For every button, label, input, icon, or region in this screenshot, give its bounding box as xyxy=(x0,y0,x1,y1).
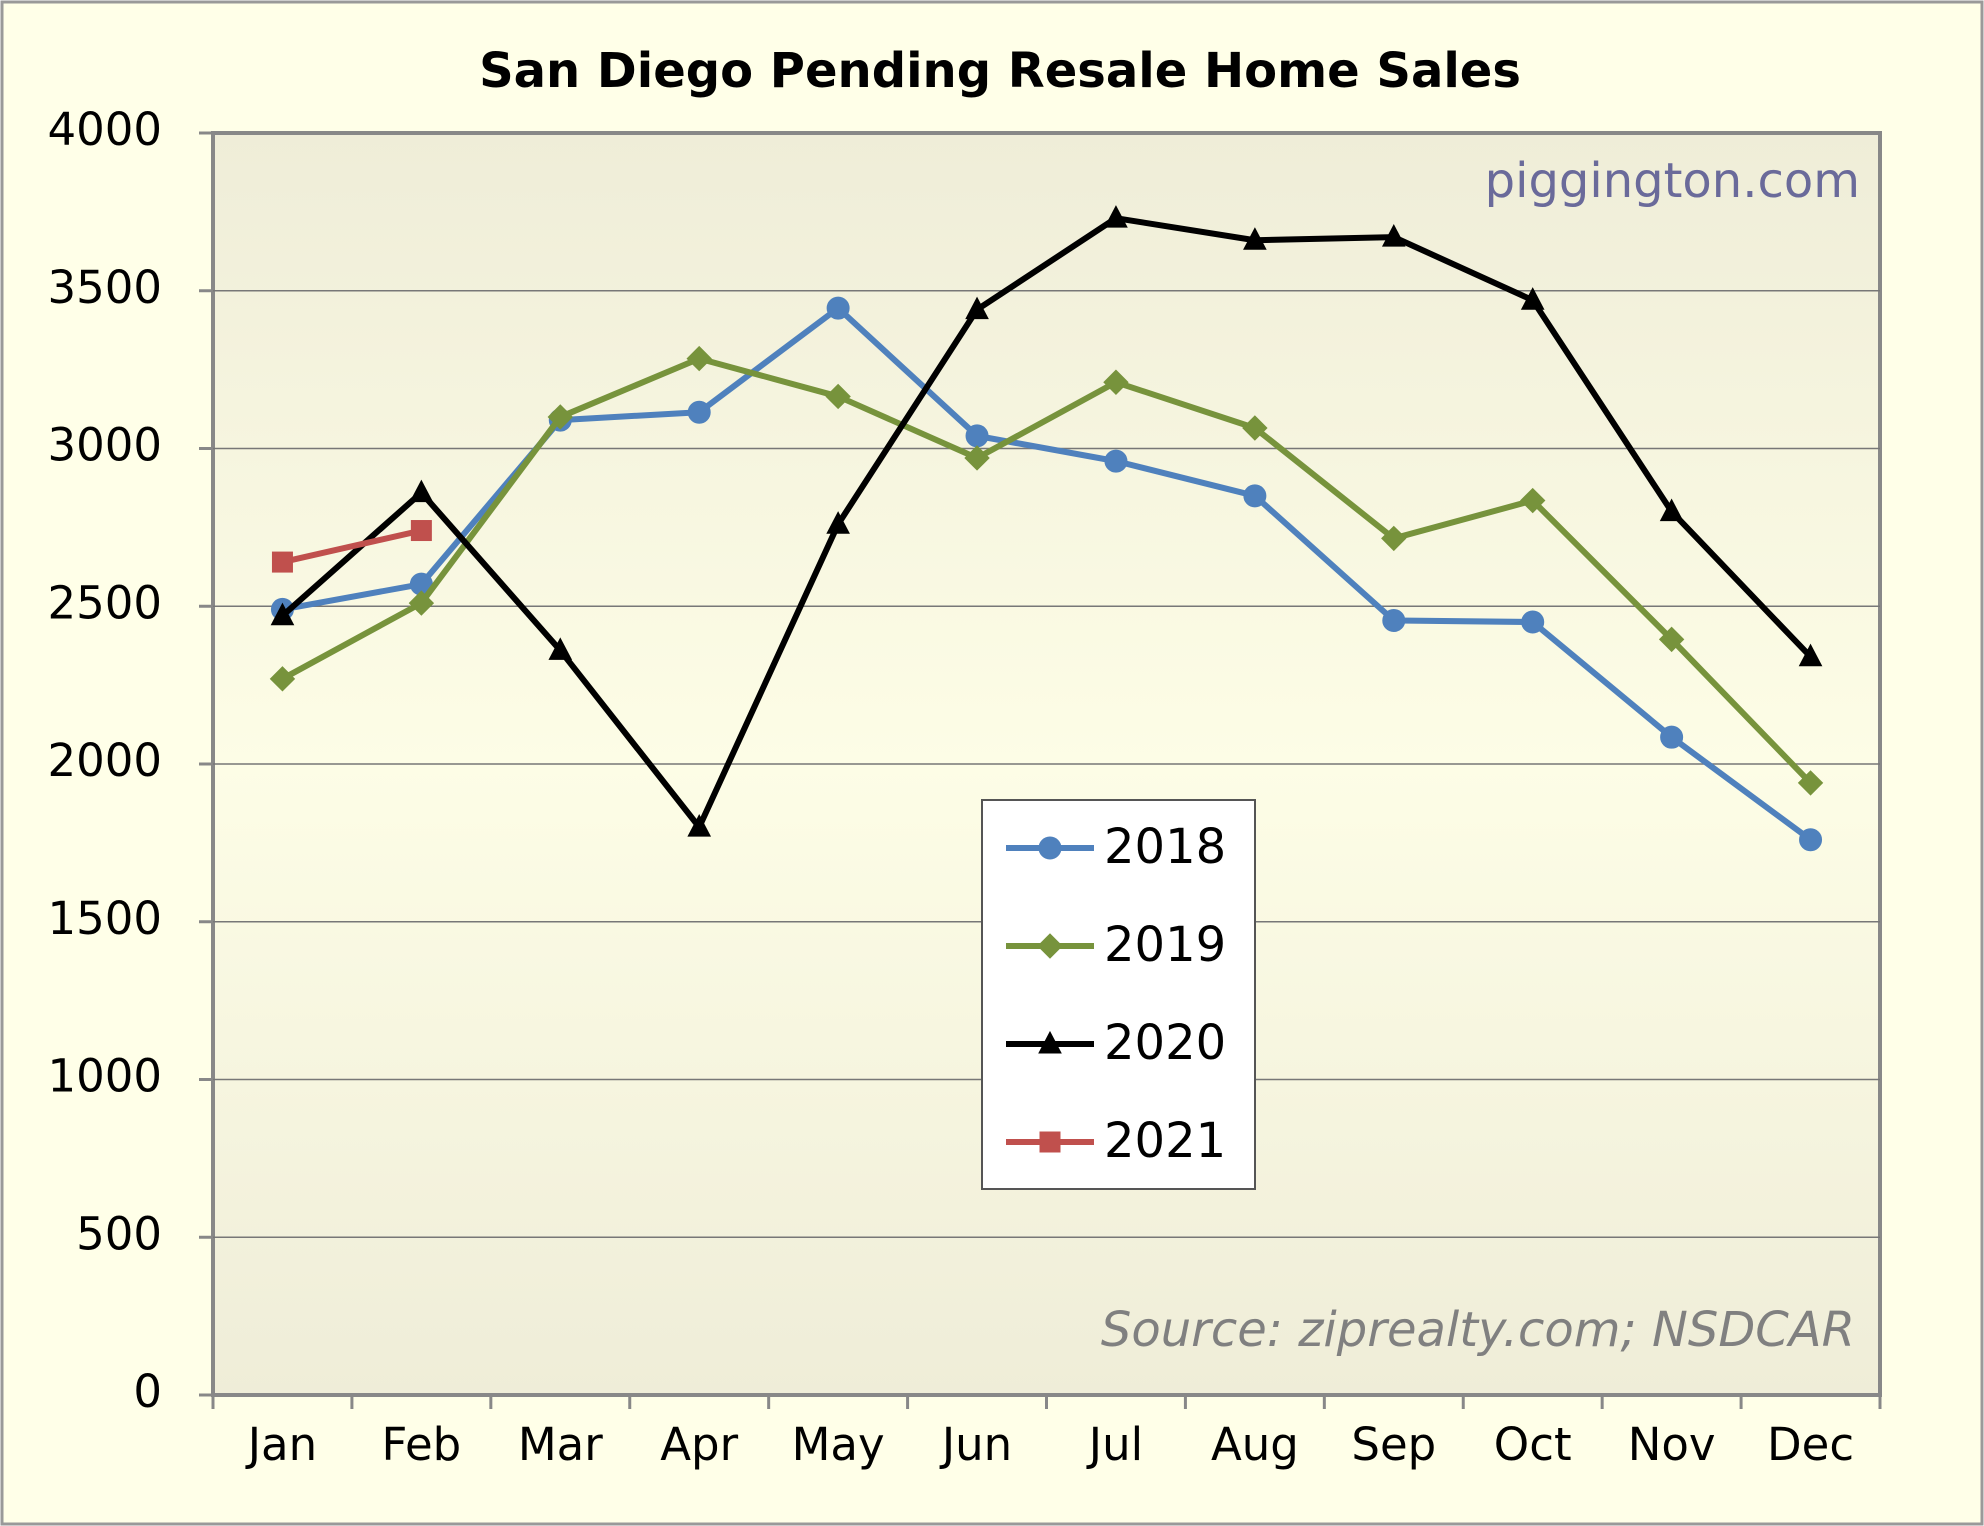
marker xyxy=(409,479,434,503)
marker xyxy=(687,400,711,424)
marker xyxy=(1242,415,1268,441)
marker xyxy=(1381,525,1407,552)
x-tick-label: Apr xyxy=(660,1418,738,1471)
legend xyxy=(981,799,1256,1190)
marker xyxy=(1037,933,1063,959)
marker xyxy=(1798,643,1823,667)
marker xyxy=(1520,487,1546,514)
y-tick-label: 3000 xyxy=(47,419,162,472)
marker xyxy=(686,345,712,372)
x-tick-label: Oct xyxy=(1494,1418,1572,1471)
marker xyxy=(687,814,712,837)
watermark: piggington.com xyxy=(1485,153,1860,209)
series-line xyxy=(280,215,1813,831)
y-tick-label: 0 xyxy=(133,1365,162,1418)
marker xyxy=(1660,725,1684,749)
x-tick-label: Jul xyxy=(1086,1418,1143,1471)
marker xyxy=(1799,828,1823,852)
marker xyxy=(270,602,295,626)
marker xyxy=(1797,770,1824,796)
y-tick-label: 1000 xyxy=(47,1050,162,1103)
x-tick-label: Mar xyxy=(518,1418,603,1471)
marker xyxy=(825,383,851,410)
y-tick-label: 500 xyxy=(76,1207,162,1260)
marker xyxy=(1104,449,1128,473)
x-tick-label: Aug xyxy=(1211,1418,1299,1471)
marker xyxy=(1658,626,1685,653)
y-tick-label: 4000 xyxy=(47,103,162,156)
x-tick-label: Dec xyxy=(1767,1418,1854,1471)
marker xyxy=(965,424,989,448)
x-tick-label: Nov xyxy=(1628,1418,1716,1471)
series-line xyxy=(281,527,423,566)
x-tick-label: May xyxy=(792,1418,885,1471)
source-note: Source: ziprealty.com; NSDCAR xyxy=(1101,1302,1855,1358)
legend-label: 2019 xyxy=(1104,917,1226,973)
marker xyxy=(1381,224,1406,247)
marker xyxy=(1038,1030,1062,1054)
marker xyxy=(826,511,850,534)
marker xyxy=(1521,610,1545,634)
marker xyxy=(1103,369,1129,395)
marker xyxy=(410,520,432,542)
chart-title: San Diego Pending Resale Home Sales xyxy=(479,43,1521,99)
legend-label: 2021 xyxy=(1104,1113,1226,1169)
marker xyxy=(1520,287,1545,310)
legend-label: 2018 xyxy=(1104,819,1226,875)
marker xyxy=(1659,498,1684,522)
legend-label: 2020 xyxy=(1104,1015,1226,1071)
marker xyxy=(826,296,850,320)
marker xyxy=(1243,484,1267,508)
marker xyxy=(1104,205,1128,228)
x-tick-label: Jan xyxy=(245,1418,317,1471)
x-tick-label: Sep xyxy=(1351,1418,1436,1471)
marker xyxy=(1038,836,1062,860)
marker xyxy=(1039,1131,1061,1153)
series-line xyxy=(281,355,1813,786)
y-tick-label: 2000 xyxy=(47,734,162,787)
marker xyxy=(1382,608,1406,632)
x-tick-label: Feb xyxy=(382,1418,462,1471)
marker xyxy=(548,637,573,660)
y-tick-label: 1500 xyxy=(47,892,162,945)
x-tick-label: Jun xyxy=(939,1418,1012,1471)
marker xyxy=(964,445,990,471)
marker xyxy=(269,666,296,692)
y-tick-label: 2500 xyxy=(47,576,162,629)
marker xyxy=(271,551,293,573)
marker xyxy=(408,590,435,616)
marker xyxy=(547,404,573,430)
y-tick-label: 3500 xyxy=(47,261,162,314)
marker xyxy=(965,296,989,320)
marker xyxy=(1243,227,1267,250)
